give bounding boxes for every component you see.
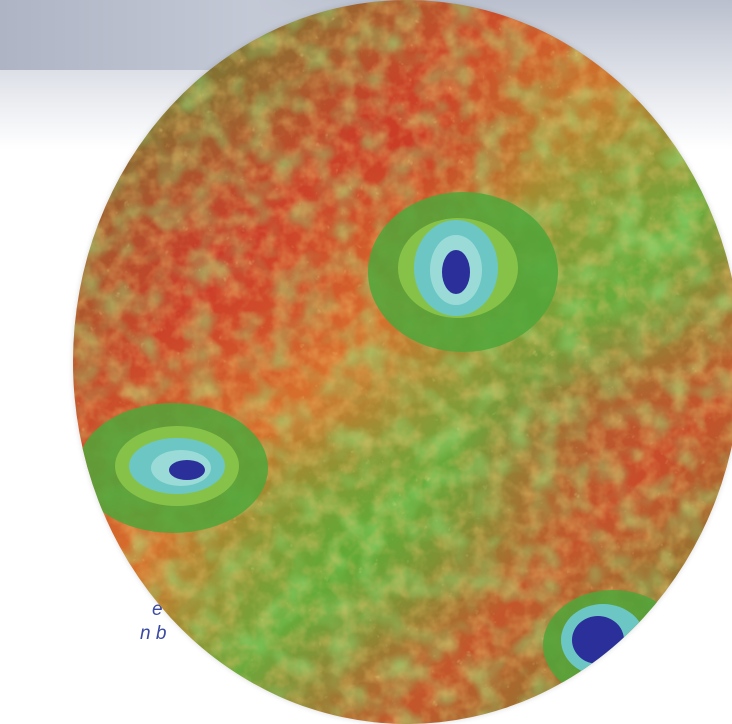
crater-lower-left xyxy=(78,403,268,533)
micrograph-image xyxy=(73,0,732,724)
crater-upper xyxy=(368,192,558,352)
crater-lower-right xyxy=(543,590,683,700)
micrograph-texture xyxy=(73,0,732,724)
